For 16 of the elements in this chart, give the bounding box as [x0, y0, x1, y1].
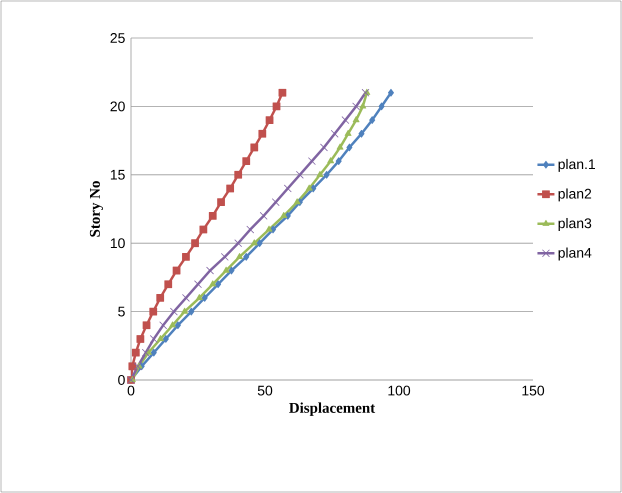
x-tick-label: 150: [522, 386, 544, 396]
x-tick-label: 50: [258, 386, 272, 396]
y-tick-label: 25: [110, 33, 125, 43]
x-tick-label: 0: [128, 386, 134, 396]
y-tick-label: 15: [110, 170, 125, 180]
legend-label: plan4: [558, 247, 592, 260]
y-axis-title: Story No: [90, 181, 103, 237]
y-tick-label: 20: [110, 101, 125, 112]
legend-label: plan3: [558, 218, 592, 231]
y-tick-label: 5: [118, 306, 125, 316]
legend-label: plan.1: [558, 158, 595, 172]
x-axis-title: Displacement: [289, 402, 376, 416]
legend-label: plan2: [558, 188, 592, 202]
y-tick-label: 10: [110, 238, 125, 248]
y-tick-label: 0: [118, 375, 125, 385]
x-tick-label: 100: [388, 386, 410, 396]
